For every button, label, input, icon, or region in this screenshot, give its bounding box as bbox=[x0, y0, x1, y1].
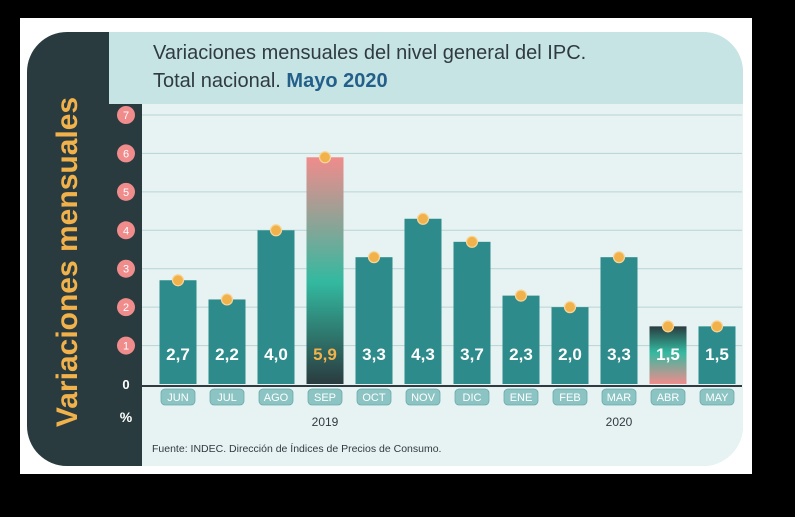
bar-dic bbox=[453, 241, 491, 384]
y-tick-circle bbox=[117, 106, 135, 124]
data-label: 1,5 bbox=[656, 345, 680, 364]
data-label: 4,0 bbox=[264, 345, 288, 364]
y-tick-circle bbox=[117, 259, 135, 278]
title-band: Variaciones mensuales del nivel general … bbox=[109, 32, 743, 102]
month-box bbox=[405, 388, 441, 406]
y-tick-label: 1 bbox=[123, 341, 129, 353]
x-tick-label: JUN bbox=[167, 392, 188, 404]
x-tick-label: AGO bbox=[264, 392, 289, 404]
bar-sep bbox=[306, 157, 344, 384]
y-tick-circle bbox=[117, 144, 135, 163]
month-box bbox=[307, 388, 343, 406]
month-box bbox=[356, 388, 392, 406]
y-tick-circle bbox=[117, 182, 135, 201]
chart-title-prefix: Total nacional. bbox=[153, 70, 287, 92]
y-unit-label: % bbox=[120, 409, 133, 425]
x-tick-label: DIC bbox=[463, 392, 482, 404]
y-tick-label: 6 bbox=[123, 148, 129, 160]
data-label: 3,3 bbox=[607, 345, 631, 364]
chart-card: Variaciones mensuales Variaciones mensua… bbox=[27, 32, 743, 466]
month-box bbox=[552, 388, 588, 406]
bar-marker bbox=[416, 212, 430, 225]
y-tick-circle bbox=[117, 336, 135, 355]
x-tick-label: MAR bbox=[607, 392, 632, 404]
bar-ene bbox=[502, 295, 540, 384]
bar-marker bbox=[269, 224, 283, 237]
chart-title-accent: Mayo 2020 bbox=[286, 70, 388, 92]
bar-jul bbox=[208, 299, 246, 384]
x-tick-label: OCT bbox=[362, 392, 386, 404]
bar-marker bbox=[514, 289, 528, 302]
y-axis-strip bbox=[109, 104, 142, 466]
bar-jun bbox=[159, 280, 197, 384]
bar-oct bbox=[355, 257, 393, 384]
data-label: 4,3 bbox=[411, 345, 435, 364]
y-tick-label: 5 bbox=[123, 187, 129, 199]
chart-title-line1: Variaciones mensuales del nivel general … bbox=[153, 42, 587, 64]
bar-marker bbox=[171, 274, 185, 287]
month-box bbox=[209, 388, 245, 406]
year-label: 2020 bbox=[606, 415, 633, 429]
bar-marker bbox=[465, 235, 479, 248]
x-tick-label: ABR bbox=[657, 392, 680, 404]
month-box bbox=[160, 388, 196, 406]
y-tick-circle bbox=[117, 298, 135, 317]
y-tick-label: 3 bbox=[123, 264, 129, 276]
data-label: 2,7 bbox=[166, 345, 190, 364]
bar-marker bbox=[612, 251, 626, 264]
bar-marker bbox=[661, 320, 675, 333]
data-label: 1,5 bbox=[705, 345, 729, 364]
source-note: Fuente: INDEC. Dirección de Índices de P… bbox=[152, 443, 442, 455]
x-tick-label: ENE bbox=[510, 392, 533, 404]
chart-title-line2: Total nacional. Mayo 2020 bbox=[153, 70, 388, 93]
data-label: 3,3 bbox=[362, 345, 386, 364]
bar-ago bbox=[257, 230, 295, 384]
bar-marker bbox=[563, 301, 577, 314]
month-box bbox=[699, 388, 735, 406]
y-tick-circle bbox=[117, 221, 135, 240]
data-label: 2,3 bbox=[509, 345, 533, 364]
data-label: 2,2 bbox=[215, 345, 239, 364]
side-panel: Variaciones mensuales bbox=[27, 32, 109, 466]
bar-may bbox=[698, 326, 736, 384]
y-tick-label: 2 bbox=[123, 302, 129, 314]
data-label: 3,7 bbox=[460, 345, 484, 364]
data-label: 2,0 bbox=[558, 345, 582, 364]
year-label: 2019 bbox=[312, 415, 339, 429]
x-tick-label: FEB bbox=[559, 392, 580, 404]
bar-abr bbox=[649, 326, 687, 384]
month-box bbox=[454, 388, 490, 406]
bar-marker bbox=[710, 320, 724, 333]
bar-feb bbox=[551, 307, 589, 384]
bar-marker bbox=[318, 151, 332, 164]
bar-marker bbox=[367, 251, 381, 264]
x-tick-label: NOV bbox=[411, 392, 436, 404]
month-box bbox=[601, 388, 637, 406]
y-tick-label: 4 bbox=[123, 225, 129, 237]
month-box bbox=[650, 388, 686, 406]
y-tick-label: 7 bbox=[123, 110, 129, 122]
month-box bbox=[258, 388, 294, 406]
bar-nov bbox=[404, 218, 442, 384]
bar-marker bbox=[220, 293, 234, 306]
x-tick-label: SEP bbox=[314, 392, 336, 404]
x-tick-label: JUL bbox=[217, 392, 237, 404]
x-tick-label: MAY bbox=[705, 392, 729, 404]
y-tick-label: 0 bbox=[122, 377, 129, 392]
month-box bbox=[503, 388, 539, 406]
bar-mar bbox=[600, 257, 638, 384]
data-label: 5,9 bbox=[313, 345, 337, 364]
